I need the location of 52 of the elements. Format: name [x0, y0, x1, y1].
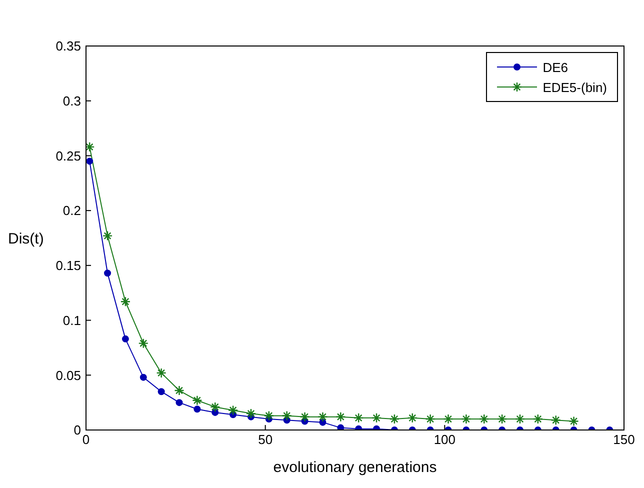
point	[461, 414, 472, 424]
point	[138, 338, 148, 348]
point	[300, 412, 310, 422]
point	[194, 406, 201, 413]
y-tick-label: 0.35	[56, 38, 81, 54]
x-tick-label: 50	[258, 432, 273, 448]
point	[407, 412, 418, 424]
point	[102, 230, 113, 241]
y-tick-label: 0.1	[62, 312, 81, 328]
point	[104, 270, 112, 277]
y-tick-label: 0.25	[56, 148, 81, 164]
point	[532, 414, 544, 424]
point	[425, 414, 436, 424]
point	[479, 414, 490, 424]
y-axis-title: Dis(t)	[8, 230, 44, 248]
x-tick-label: 150	[613, 432, 635, 448]
x-tick-label: 100	[434, 432, 456, 448]
y-tick-label: 0.3	[62, 93, 81, 108]
y-tick-label: 0.15	[56, 258, 81, 274]
point	[550, 415, 561, 426]
point	[318, 412, 328, 422]
point	[353, 412, 364, 424]
point	[210, 402, 220, 412]
point	[246, 408, 256, 419]
point	[514, 414, 526, 424]
x-axis-title: evolutionary generations	[273, 459, 437, 476]
point	[192, 395, 202, 406]
point	[443, 414, 454, 424]
point	[156, 368, 166, 378]
point	[174, 385, 184, 396]
y-tick-label: 0	[74, 422, 81, 438]
point	[212, 408, 219, 416]
point	[228, 405, 238, 416]
point	[120, 296, 131, 307]
point	[140, 374, 147, 381]
point	[176, 399, 183, 406]
point	[371, 412, 382, 424]
point	[86, 158, 94, 165]
legend-label: DE6	[542, 60, 568, 74]
point	[264, 410, 274, 421]
point	[337, 424, 344, 430]
point	[122, 335, 129, 342]
y-tick-label: 0.2	[62, 203, 81, 218]
point	[158, 388, 165, 396]
point	[86, 142, 95, 152]
point	[496, 414, 508, 424]
legend-label: EDE5-(bin)	[542, 80, 607, 94]
point	[568, 416, 579, 426]
point	[336, 412, 346, 422]
point	[389, 414, 400, 424]
y-tick-label: 0.05	[56, 368, 81, 383]
point	[282, 410, 292, 421]
